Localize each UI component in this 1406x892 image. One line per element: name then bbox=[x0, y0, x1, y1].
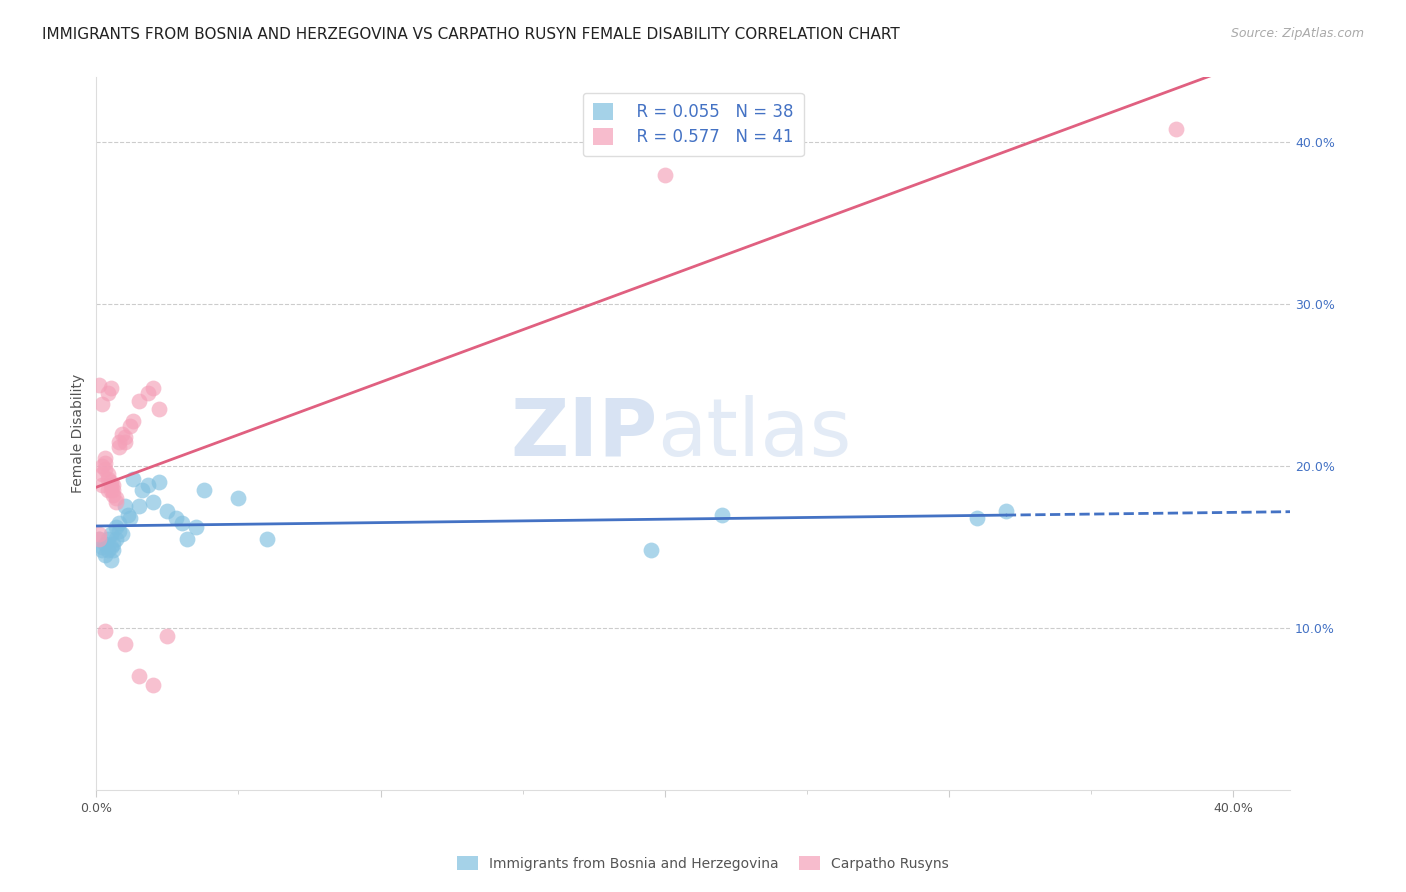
Point bbox=[120, 418, 142, 433]
Legend:   R = 0.055   N = 38,   R = 0.577   N = 41: R = 0.055 N = 38, R = 0.577 N = 41 bbox=[582, 93, 804, 156]
Point bbox=[100, 478, 122, 492]
Point bbox=[103, 543, 125, 558]
Point bbox=[994, 504, 1017, 518]
Point bbox=[156, 504, 179, 518]
Point bbox=[114, 434, 136, 449]
Point bbox=[100, 475, 122, 490]
Point bbox=[1166, 122, 1188, 136]
Point bbox=[100, 381, 122, 395]
Point bbox=[170, 516, 193, 530]
Point bbox=[100, 553, 122, 567]
Point bbox=[105, 520, 128, 534]
Point bbox=[122, 414, 145, 428]
Point bbox=[966, 510, 988, 524]
Point bbox=[91, 540, 114, 554]
Point bbox=[94, 624, 117, 639]
Point bbox=[108, 440, 131, 454]
Point bbox=[176, 532, 198, 546]
Point bbox=[94, 462, 117, 476]
Point bbox=[103, 478, 125, 492]
Point bbox=[193, 483, 215, 498]
Point bbox=[184, 520, 207, 534]
Point bbox=[165, 510, 187, 524]
Point bbox=[94, 537, 117, 551]
Text: Source: ZipAtlas.com: Source: ZipAtlas.com bbox=[1230, 27, 1364, 40]
Point bbox=[156, 629, 179, 643]
Point bbox=[103, 483, 125, 498]
Point bbox=[111, 527, 134, 541]
Point bbox=[100, 540, 122, 554]
Point bbox=[89, 532, 111, 546]
Point bbox=[142, 677, 165, 691]
Point bbox=[120, 510, 142, 524]
Point bbox=[89, 527, 111, 541]
Point bbox=[122, 472, 145, 486]
Point bbox=[128, 669, 150, 683]
Point bbox=[117, 508, 139, 522]
Point bbox=[105, 491, 128, 506]
Point bbox=[97, 483, 120, 498]
Point bbox=[128, 394, 150, 409]
Point bbox=[103, 488, 125, 502]
Point bbox=[128, 500, 150, 514]
Y-axis label: Female Disability: Female Disability bbox=[72, 374, 86, 493]
Point bbox=[97, 532, 120, 546]
Point bbox=[103, 537, 125, 551]
Point bbox=[148, 402, 170, 417]
Point bbox=[91, 458, 114, 473]
Point bbox=[131, 483, 153, 498]
Point bbox=[114, 430, 136, 444]
Point bbox=[114, 637, 136, 651]
Point bbox=[108, 516, 131, 530]
Point bbox=[105, 532, 128, 546]
Point bbox=[91, 397, 114, 411]
Point bbox=[136, 478, 159, 492]
Point bbox=[91, 478, 114, 492]
Point bbox=[100, 483, 122, 498]
Legend: Immigrants from Bosnia and Herzegovina, Carpatho Rusyns: Immigrants from Bosnia and Herzegovina, … bbox=[451, 850, 955, 876]
Point bbox=[97, 386, 120, 401]
Point bbox=[94, 456, 117, 470]
Text: IMMIGRANTS FROM BOSNIA AND HERZEGOVINA VS CARPATHO RUSYN FEMALE DISABILITY CORRE: IMMIGRANTS FROM BOSNIA AND HERZEGOVINA V… bbox=[42, 27, 900, 42]
Point bbox=[108, 524, 131, 538]
Point bbox=[94, 450, 117, 465]
Point bbox=[256, 532, 278, 546]
Point bbox=[100, 527, 122, 541]
Point bbox=[89, 378, 111, 392]
Point bbox=[142, 381, 165, 395]
Point bbox=[111, 426, 134, 441]
Point bbox=[105, 494, 128, 508]
Point bbox=[91, 543, 114, 558]
Point bbox=[136, 386, 159, 401]
Point bbox=[108, 434, 131, 449]
Point bbox=[142, 494, 165, 508]
Point bbox=[97, 467, 120, 481]
Point bbox=[228, 491, 250, 506]
Point bbox=[148, 475, 170, 490]
Point bbox=[97, 543, 120, 558]
Point bbox=[89, 532, 111, 546]
Point bbox=[91, 467, 114, 481]
Point bbox=[710, 508, 733, 522]
Point bbox=[114, 500, 136, 514]
Point bbox=[640, 543, 662, 558]
Text: ZIP: ZIP bbox=[510, 394, 658, 473]
Point bbox=[97, 472, 120, 486]
Text: atlas: atlas bbox=[658, 394, 852, 473]
Point bbox=[94, 548, 117, 562]
Point bbox=[654, 168, 676, 182]
